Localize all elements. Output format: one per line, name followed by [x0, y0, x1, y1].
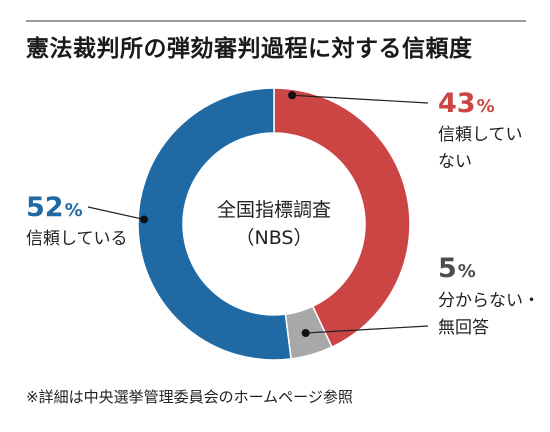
- leader-dot: [140, 215, 149, 224]
- center-label-line1: 全国指標調査: [216, 199, 331, 221]
- category-label-line: 信頼している: [26, 229, 128, 249]
- value-label-unknown: 5%: [438, 255, 476, 282]
- value-unit: %: [64, 200, 83, 221]
- leader-dot: [288, 91, 297, 100]
- chart-title: 憲法裁判所の弾劾審判過程に対する信頼度: [26, 36, 473, 62]
- leader-lines: [87, 91, 429, 337]
- value-label-not-trust: 43%: [438, 90, 495, 117]
- center-label: 全国指標調査 （NBS）: [200, 196, 348, 252]
- leader-line: [292, 94, 429, 104]
- category-label-not-trust: 信頼してい ない: [438, 122, 523, 176]
- value-label-trust: 52%: [26, 194, 83, 221]
- value-number: 5: [438, 253, 457, 284]
- leader-line: [87, 206, 145, 221]
- center-label-line2: （NBS）: [235, 227, 313, 249]
- leader-dot: [301, 328, 310, 337]
- category-label-line: 信頼してい: [438, 125, 523, 145]
- category-label-trust: 信頼している: [26, 226, 128, 253]
- category-label-line: ない: [438, 152, 472, 172]
- category-label-unknown: 分からない・ 無回答: [438, 288, 540, 342]
- category-label-line: 分からない・: [438, 291, 540, 311]
- title-rule: [26, 20, 526, 22]
- category-label-line: 無回答: [438, 318, 489, 338]
- slice-trust: [137, 87, 292, 361]
- slice-not-trust: [273, 87, 411, 349]
- value-number: 52: [26, 192, 64, 223]
- footnote: ※詳細は中央選挙管理委員会のホームページ参照: [26, 388, 353, 406]
- value-unit: %: [476, 96, 495, 117]
- value-unit: %: [457, 261, 476, 282]
- value-number: 43: [438, 88, 476, 119]
- leader-line: [305, 325, 429, 334]
